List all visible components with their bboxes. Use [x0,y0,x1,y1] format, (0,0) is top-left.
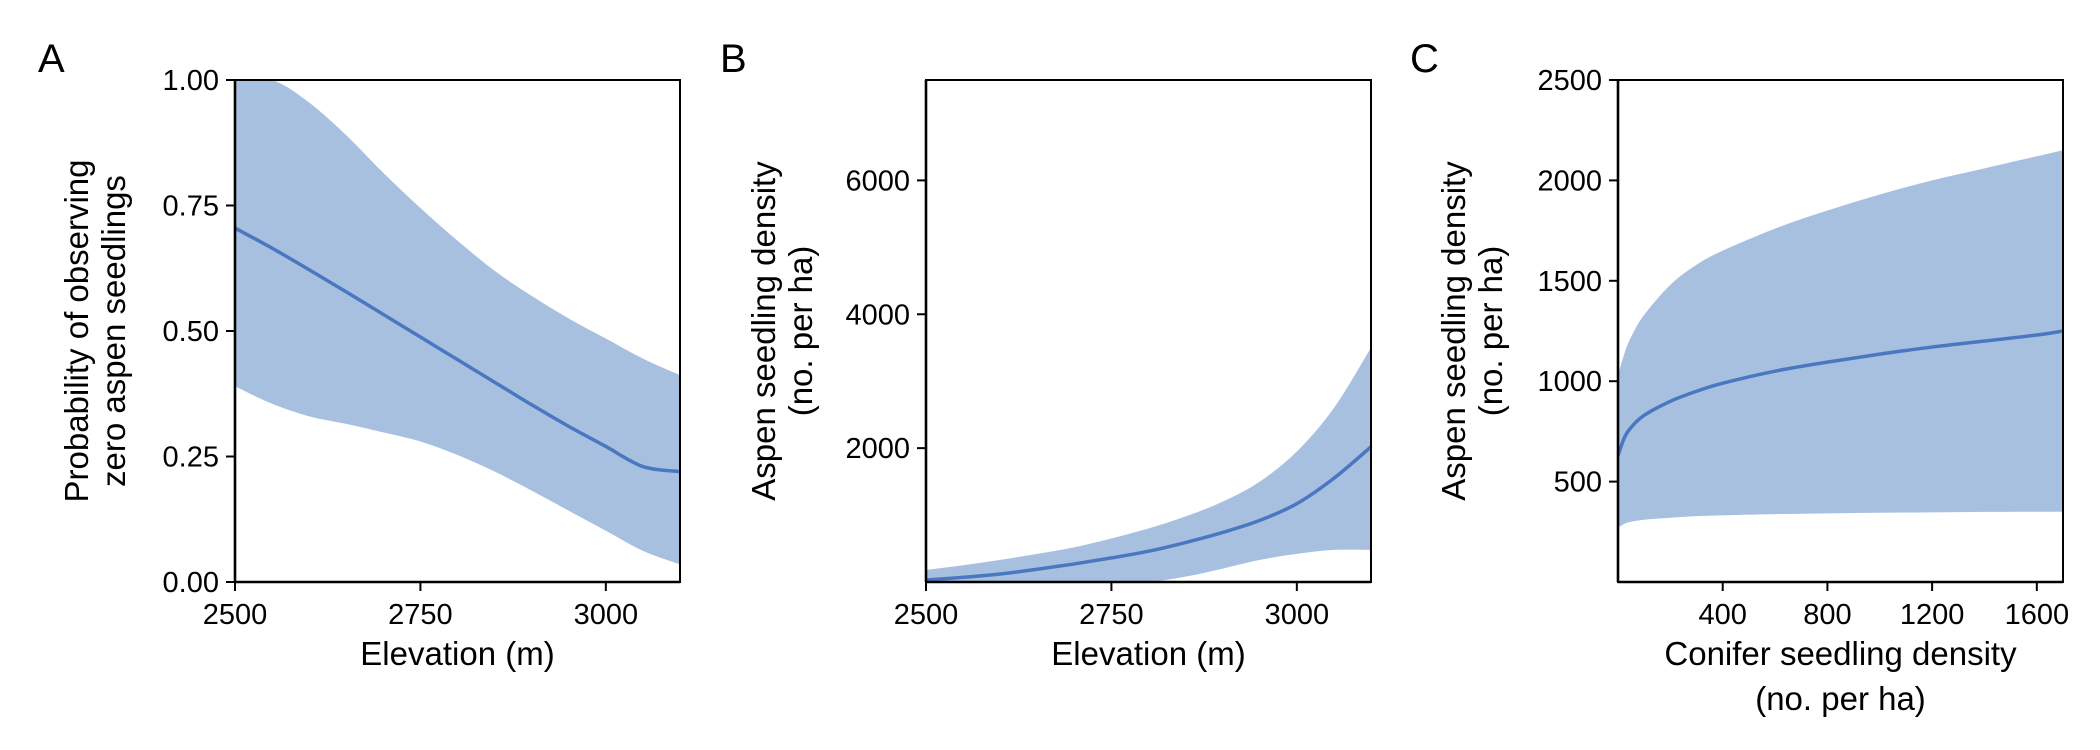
x-axis-title: Elevation (m) [360,635,554,672]
y-axis-title: Probability of observing [58,159,95,502]
y-axis-title: Aspen seedling density [745,161,782,501]
y-tick-label: 0.25 [163,442,219,474]
x-tick-label: 3000 [574,599,639,631]
fitted-line [926,445,1371,582]
y-tick-label: 0.50 [163,316,219,348]
y-axis-title: Aspen seedling density [1435,161,1472,501]
y-tick-label: 500 [1554,467,1602,499]
x-axis-title: Elevation (m) [1051,635,1245,672]
panel-letter: B [720,37,747,81]
panel-c: 400 800 1200 1600 500 1000 1500 2000 2500 C Conife… [1410,37,2069,717]
y-tick-label: 2500 [1537,65,1602,97]
panel-letter: A [38,37,65,81]
y-axis-title: (no. per ha) [782,246,819,417]
y-axis-title: (no. per ha) [1472,246,1509,417]
x-tick-label: 400 [1699,599,1747,631]
panel-a: 2500 2750 3000 0.00 0.25 0.50 0.75 1.00 A Elevati… [38,37,681,672]
confidence-band [926,347,1371,582]
x-tick-label: 1200 [1900,599,1965,631]
fitted-line [1618,329,2063,457]
y-tick-label: 1.00 [163,65,219,97]
x-axis-title: (no. per ha) [1755,680,1926,717]
confidence-band [1618,150,2063,528]
x-axis-title: Conifer seedling density [1664,635,2017,672]
y-tick-label: 0.00 [163,567,219,599]
x-tick-label: 2750 [388,599,453,631]
y-tick-label: 6000 [845,165,910,197]
panel-b: 2500 2750 3000 2000 4000 6000 B Elevation (m) As… [720,37,1372,672]
y-axis-title: zero aspen seedlings [95,175,132,487]
confidence-band [235,80,680,565]
y-tick-label: 2000 [1537,165,1602,197]
fitted-line [235,226,680,474]
x-tick-label: 2500 [203,599,268,631]
x-tick-label: 800 [1803,599,1851,631]
y-tick-label: 0.75 [163,191,219,223]
y-tick-label: 2000 [845,433,910,465]
x-tick-label: 3000 [1265,599,1330,631]
y-tick-label: 1500 [1537,266,1602,298]
x-tick-label: 2500 [894,599,959,631]
y-tick-label: 4000 [845,299,910,331]
panel-letter: C [1410,37,1439,81]
y-tick-label: 1000 [1537,366,1602,398]
x-tick-label: 1600 [2005,599,2070,631]
x-tick-label: 2750 [1079,599,1144,631]
